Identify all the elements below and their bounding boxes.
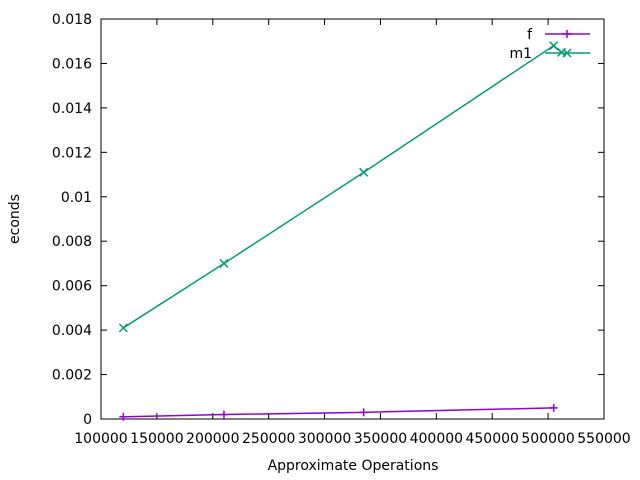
y-tick-label: 0.002	[52, 368, 92, 384]
y-axis-label: econds	[7, 194, 23, 244]
data-point-f	[219, 410, 228, 419]
x-tick-label: 250000	[242, 431, 295, 447]
x-tick-label: 550000	[577, 431, 630, 447]
y-tick-label: 0.004	[52, 323, 92, 339]
data-point-m1	[219, 258, 229, 268]
series-line-f	[123, 407, 554, 418]
legend: f m1	[509, 27, 590, 62]
x-tick-label: 300000	[298, 431, 351, 447]
x-axis: 100000 150000 200000 250000 300000 350000 4000…	[74, 19, 631, 447]
legend-marker-f	[563, 30, 571, 38]
series-line-m1	[122, 44, 563, 329]
y-tick-label: 0.014	[52, 101, 92, 117]
y-tick-label: 0.01	[61, 190, 92, 206]
y-axis: 0 0.002 0.004 0.006 0.008 0.01 0.012 0.014 0.016…	[52, 12, 604, 428]
x-axis-label: Approximate Operations	[268, 458, 439, 474]
data-point-f	[119, 412, 128, 421]
data-point-f	[549, 403, 558, 412]
series-layer	[118, 41, 567, 421]
y-tick-label: 0.012	[52, 145, 92, 161]
x-tick-label: 450000	[465, 431, 518, 447]
data-point-f	[359, 408, 368, 417]
x-tick-label: 200000	[186, 431, 239, 447]
legend-label-f: f	[527, 27, 533, 43]
legend-label-m1: m1	[509, 46, 532, 62]
x-tick-label: 400000	[410, 431, 463, 447]
plot-frame	[100, 18, 605, 420]
data-point-m1	[359, 167, 369, 177]
y-tick-label: 0.006	[52, 279, 92, 295]
data-point-m1	[549, 41, 559, 51]
legend-marker-m1	[562, 48, 572, 58]
y-tick-label: 0.008	[52, 234, 92, 250]
x-tick-label: 500000	[521, 431, 574, 447]
y-tick-label: 0	[83, 412, 92, 428]
y-tick-label: 0.018	[52, 12, 92, 28]
y-tick-label: 0.016	[52, 56, 92, 72]
data-point-m1	[118, 323, 128, 333]
x-tick-label: 150000	[130, 431, 183, 447]
x-tick-label: 100000	[74, 431, 127, 447]
x-tick-label: 350000	[354, 431, 407, 447]
